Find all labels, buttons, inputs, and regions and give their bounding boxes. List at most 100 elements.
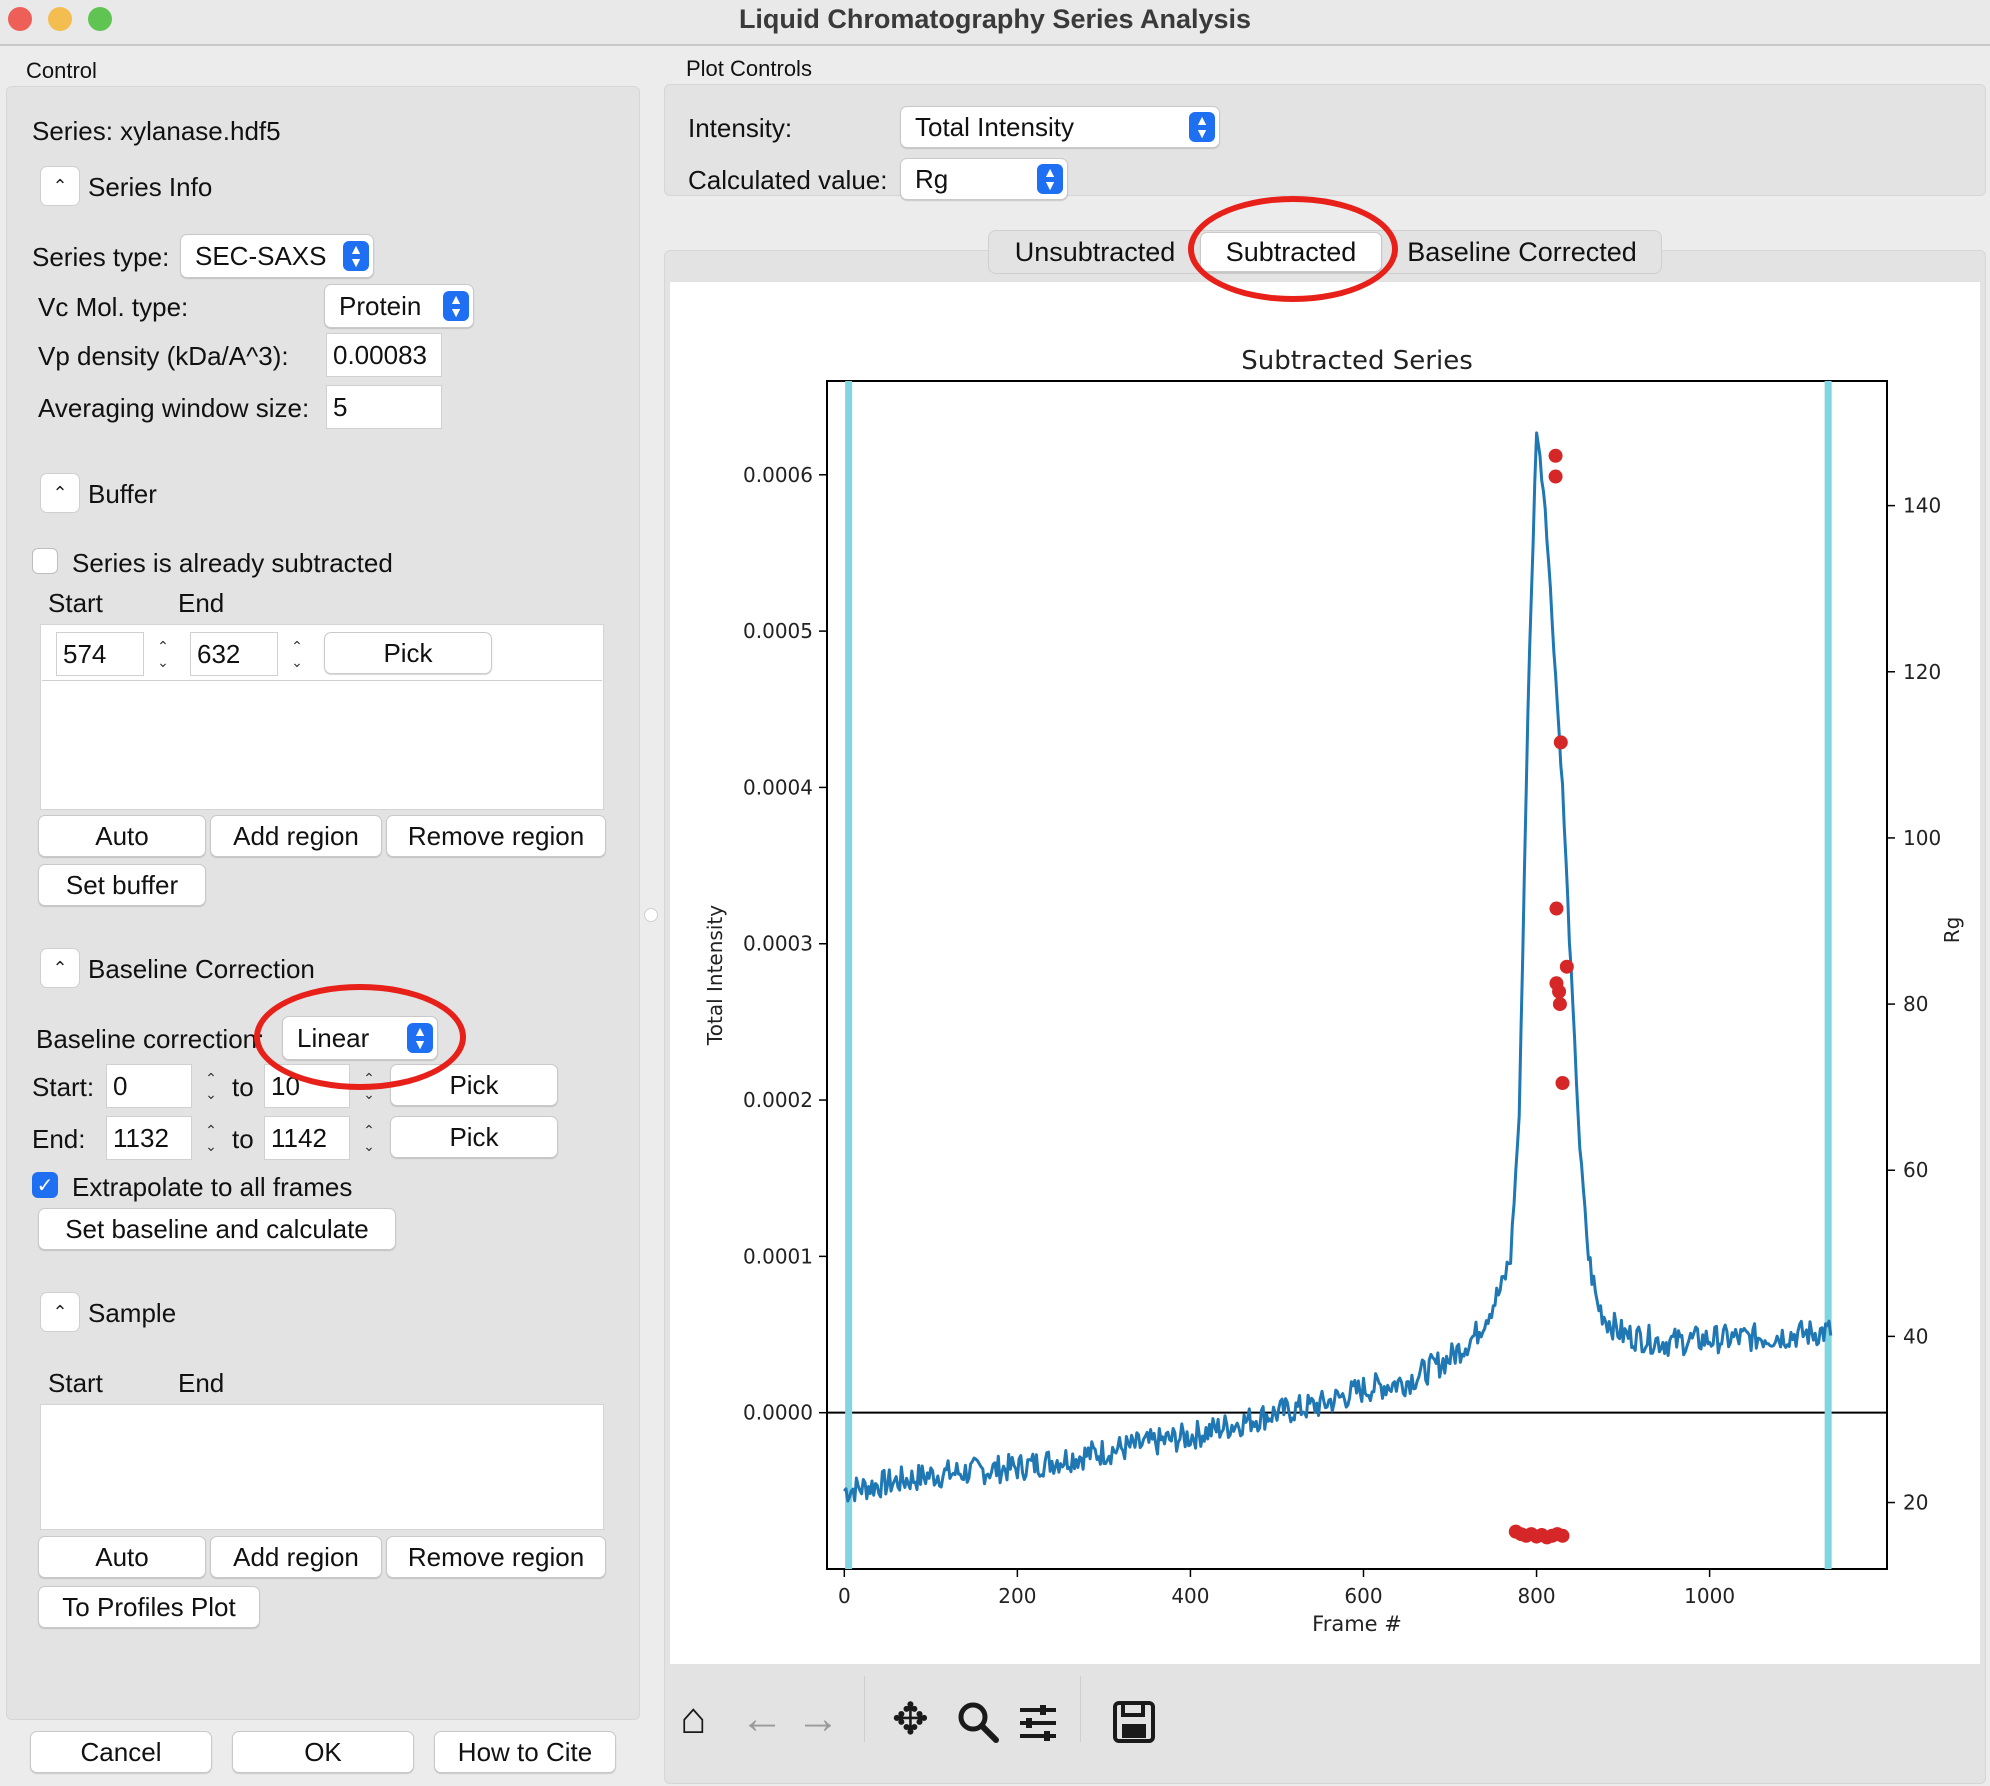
x-tick-label: 1000 [1684,1584,1735,1608]
minimize-window-button[interactable] [48,7,72,31]
calculated-value-value: Rg [915,163,949,194]
calculated-value-select[interactable]: Rg ▲ ▼ [900,158,1068,200]
forward-arrow-icon[interactable]: → [796,1694,840,1743]
rg-data-point [1559,959,1574,974]
series-type-label: Series type: [32,242,170,272]
to-profiles-plot-button[interactable]: To Profiles Plot [38,1586,260,1628]
baseline-start-to-label: to [232,1072,254,1102]
select-arrows-icon: ▲ ▼ [443,291,469,321]
cancel-button[interactable]: Cancel [30,1731,212,1773]
checkmark-icon: ✓ [36,1174,54,1197]
buffer-start-header: Start [48,588,103,618]
y2-tick-label: 60 [1903,1158,1928,1182]
plot-canvas[interactable]: Subtracted Series 0 200 400 600 800 1000 0.0000… [670,282,1980,1664]
panel-splitter[interactable] [640,46,662,1786]
buffer-start-input[interactable]: 574 [56,632,144,676]
home-icon[interactable]: ⌂ [680,1694,707,1743]
rg-data-point [1552,997,1567,1012]
back-arrow-icon[interactable]: ← [740,1694,784,1743]
select-arrows-icon: ▲ ▼ [1037,164,1063,194]
baseline-end-to-label: to [232,1124,254,1154]
rg-data-point [1553,735,1568,750]
chart-title: Subtracted Series [1241,346,1473,376]
buffer-header: Buffer [88,479,157,509]
baseline-collapse-button[interactable]: ⌃ [40,948,80,988]
how-to-cite-button[interactable]: How to Cite [434,1731,616,1773]
sample-header: Sample [88,1298,177,1328]
y-tick-label: 0.0001 [743,1244,813,1268]
ok-button[interactable]: OK [232,1731,414,1773]
x-tick-label: 0 [838,1584,851,1608]
y-tick-label: 0.0003 [743,932,813,956]
configure-subplots-icon[interactable] [1016,1702,1060,1744]
save-icon[interactable] [1112,1700,1156,1744]
zoom-window-button[interactable] [88,7,112,31]
y2-axis-label: Rg [1940,917,1964,944]
extrapolate-checkbox[interactable]: ✓ [32,1172,58,1198]
baseline-end-from-stepper[interactable]: ⌃ ⌄ [205,1122,217,1154]
y2-tick-label: 80 [1903,992,1928,1016]
title-bar: Liquid Chromatography Series Analysis [0,0,1990,46]
zoom-icon[interactable] [956,1700,1000,1744]
series-info-collapse-button[interactable]: ⌃ [40,166,80,206]
baseline-end-pick-button[interactable]: Pick [390,1116,558,1158]
sample-remove-region-button[interactable]: Remove region [386,1536,606,1578]
pan-icon[interactable]: ✥ [892,1695,929,1744]
baseline-start-from-input[interactable]: 0 [106,1064,192,1108]
buffer-end-stepper[interactable]: ⌃ ⌄ [291,638,303,670]
sample-start-header: Start [48,1368,103,1398]
baseline-start-from-stepper[interactable]: ⌃ ⌄ [205,1070,217,1102]
tab-baseline-corrected[interactable]: Baseline Corrected [1407,236,1637,267]
buffer-add-region-button[interactable]: Add region [210,815,382,857]
baseline-correction-highlight [254,984,466,1090]
buffer-end-input[interactable]: 632 [190,632,278,676]
series-type-select[interactable]: SEC-SAXS ▲ ▼ [180,234,374,278]
baseline-end-from-input[interactable]: 1132 [106,1116,192,1160]
buffer-pick-button[interactable]: Pick [324,632,492,674]
y2-tick-label: 40 [1903,1324,1928,1348]
plot-controls-panel [664,84,1986,196]
y-tick-label: 0.0005 [743,619,813,643]
vp-density-input[interactable]: 0.00083 [326,333,442,377]
toolbar-divider [1080,1676,1081,1742]
baseline-end-to-input[interactable]: 1142 [264,1116,350,1160]
y2-tick-label: 120 [1903,660,1941,684]
baseline-end-to-stepper[interactable]: ⌃ ⌄ [363,1122,375,1154]
plot-controls-group-label: Plot Controls [686,56,812,81]
already-subtracted-label: Series is already subtracted [72,548,393,578]
close-window-button[interactable] [8,7,32,31]
plot-area [826,380,1888,1570]
sample-region-list[interactable] [40,1404,604,1530]
y-tick-label: 0.0004 [743,775,813,799]
rg-data-point [1548,469,1563,484]
vp-density-label: Vp density (kDa/A^3): [38,341,289,371]
buffer-end-header: End [178,588,225,618]
sample-add-region-button[interactable]: Add region [210,1536,382,1578]
intensity-series-line [843,431,1833,1503]
splitter-handle[interactable] [644,908,658,922]
tab-unsubtracted[interactable]: Unsubtracted [1014,236,1176,267]
series-type-value: SEC-SAXS [195,240,327,271]
rg-data-point [1548,448,1563,463]
set-baseline-button[interactable]: Set baseline and calculate [38,1208,396,1250]
vc-mol-type-select[interactable]: Protein ▲ ▼ [324,284,474,328]
intensity-value: Total Intensity [915,111,1074,142]
already-subtracted-checkbox[interactable] [32,548,58,574]
rg-data-point [1555,1076,1570,1090]
baseline-start-label: Start: [32,1072,95,1102]
set-buffer-button[interactable]: Set buffer [38,864,206,906]
averaging-window-input[interactable]: 5 [326,385,442,429]
intensity-label: Intensity: [688,113,793,143]
buffer-collapse-button[interactable]: ⌃ [40,473,80,513]
buffer-remove-region-button[interactable]: Remove region [386,815,606,857]
vc-mol-type-value: Protein [339,290,422,321]
buffer-start-stepper[interactable]: ⌃ ⌄ [157,638,169,670]
subtracted-series-chart[interactable]: Subtracted Series 0 200 400 600 800 1000 0.0000… [670,282,1980,1664]
buffer-auto-button[interactable]: Auto [38,815,206,857]
y2-tick-label: 20 [1903,1491,1928,1515]
sample-end-header: End [178,1368,225,1398]
sample-auto-button[interactable]: Auto [38,1536,206,1578]
x-tick-label: 200 [998,1584,1036,1608]
sample-collapse-button[interactable]: ⌃ [40,1292,80,1332]
intensity-select[interactable]: Total Intensity ▲ ▼ [900,106,1220,148]
